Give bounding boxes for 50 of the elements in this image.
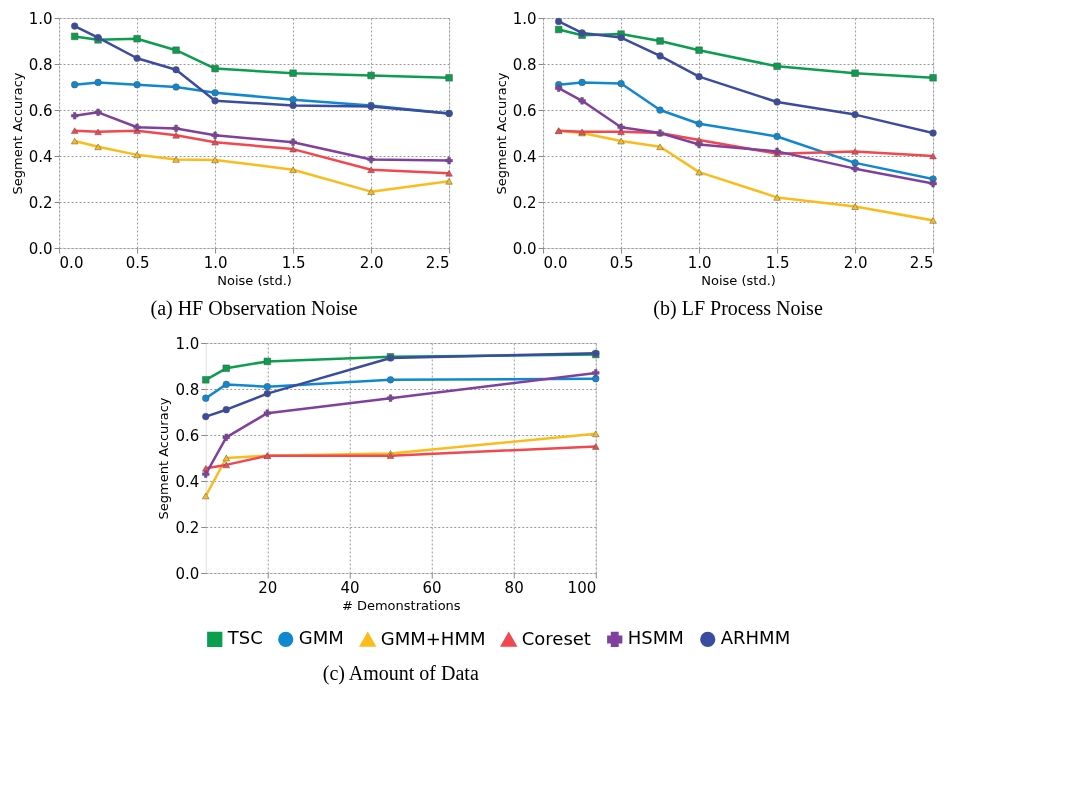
x-tick-label: 100 <box>567 578 597 597</box>
x-tick-label: 0.0 <box>543 253 568 272</box>
y-tick-label: 0.4 <box>28 147 53 166</box>
x-tick-label: 60 <box>422 578 442 597</box>
legend-label: Coreset <box>521 627 591 649</box>
y-tick-label: 0.2 <box>175 518 200 537</box>
x-tick-label: 0.5 <box>609 253 634 272</box>
x-tick-label: 80 <box>504 578 524 597</box>
y-tick-label: 0.8 <box>28 55 53 74</box>
legend-label: GMM <box>298 627 344 649</box>
y-tick-label: 0.6 <box>28 101 53 120</box>
x-tick-label: 0.0 <box>59 253 84 272</box>
x-axis-title: Noise (std.) <box>217 272 292 288</box>
y-tick-label: 0.2 <box>28 193 53 212</box>
x-tick-label: 1.5 <box>765 253 790 272</box>
y-tick-label: 0.0 <box>28 239 53 258</box>
x-tick-label: 1.0 <box>203 253 228 272</box>
x-tick-label: 2.5 <box>909 253 934 272</box>
legend-label: GMM+HMM <box>380 627 486 649</box>
y-tick-label: 0.6 <box>512 101 537 120</box>
y-tick-label: 0.8 <box>175 380 200 399</box>
y-tick-label: 1.0 <box>175 334 200 353</box>
x-tick-label: 2.0 <box>843 253 868 272</box>
text: (c) Amount of Data <box>322 662 479 685</box>
x-tick-label: 2.0 <box>359 253 384 272</box>
x-tick-label: 40 <box>340 578 360 597</box>
legend-label: ARHMM <box>720 627 791 649</box>
x-tick-label: 2.5 <box>425 253 450 272</box>
y-tick-label: 0.4 <box>512 147 537 166</box>
x-axis-title: # Demonstrations <box>341 597 461 613</box>
x-tick-label: 0.5 <box>125 253 150 272</box>
y-tick-label: 1.0 <box>512 9 537 28</box>
x-tick-label: 20 <box>258 578 278 597</box>
y-axis-title: Segment Accuracy <box>9 72 25 195</box>
y-axis-title: Segment Accuracy <box>493 72 509 195</box>
y-tick-label: 0.0 <box>512 239 537 258</box>
y-tick-label: 0.0 <box>175 564 200 583</box>
y-tick-label: 0.2 <box>512 193 537 212</box>
y-tick-label: 1.0 <box>28 9 53 28</box>
text: (a) HF Observation Noise <box>150 297 358 320</box>
y-axis-title: Segment Accuracy <box>156 397 172 520</box>
legend-label: HSMM <box>627 627 684 649</box>
text: (b) LF Process Noise <box>653 297 823 320</box>
y-tick-label: 0.6 <box>175 426 200 445</box>
legend-label: TSC <box>226 627 263 649</box>
y-tick-label: 0.4 <box>175 472 200 491</box>
x-axis-title: Noise (std.) <box>701 272 776 288</box>
y-tick-label: 0.8 <box>512 55 537 74</box>
x-tick-label: 1.5 <box>281 253 306 272</box>
x-tick-label: 1.0 <box>687 253 712 272</box>
